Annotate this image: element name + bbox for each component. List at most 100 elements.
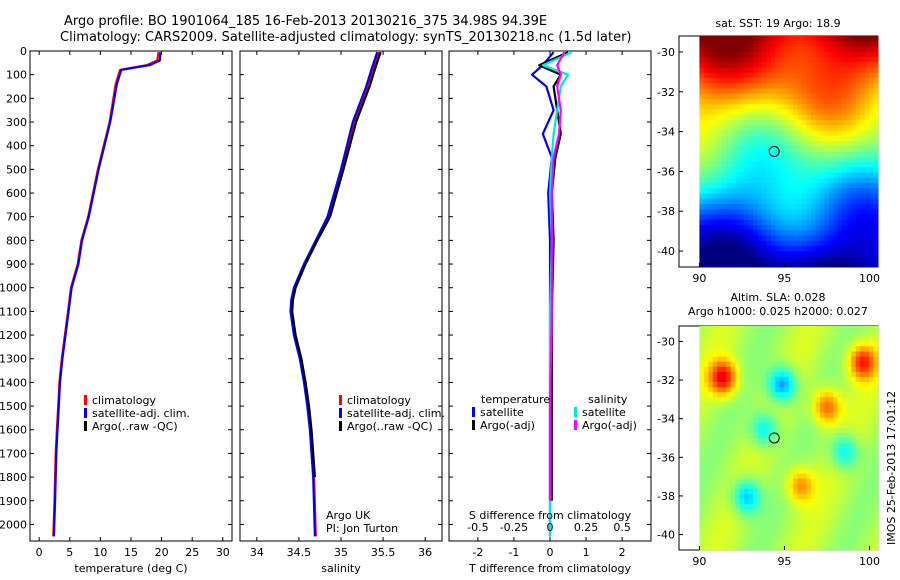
map-cell [833, 193, 839, 200]
map-cell [824, 225, 830, 231]
map-cell [717, 225, 723, 231]
map-cell [730, 458, 736, 464]
map-cell [873, 504, 879, 510]
map-cell [739, 183, 745, 189]
map-cell [752, 346, 758, 352]
map-cell [811, 251, 816, 257]
map-cell [708, 331, 714, 337]
map-cell [775, 162, 781, 168]
map-cell [766, 392, 772, 398]
map-cell [770, 78, 776, 84]
map-cell [699, 162, 705, 168]
map-cell [703, 209, 709, 215]
map-cell [846, 326, 852, 332]
tdiff-legend-swatch [472, 407, 475, 417]
map-cell [744, 156, 749, 163]
map-cell [757, 251, 763, 257]
map-cell [797, 109, 803, 116]
map-cell [775, 397, 781, 403]
map-cell [752, 392, 758, 398]
map-cell [748, 183, 754, 189]
map-cell [842, 509, 848, 515]
map-cell [806, 356, 812, 363]
map-cell [752, 198, 758, 205]
map-cell [828, 135, 834, 142]
map-cell [766, 188, 772, 194]
map-cell [708, 162, 714, 168]
map-cell [806, 72, 812, 79]
map-cell [855, 453, 861, 459]
map-cell [721, 41, 727, 47]
map-cell [779, 162, 785, 168]
map-cell [811, 524, 816, 531]
map-cell [708, 183, 714, 189]
map-cell [766, 51, 772, 58]
map-cell [744, 407, 749, 413]
map-cell [833, 204, 839, 210]
map-cell [819, 488, 825, 495]
map-cell [855, 407, 861, 413]
map-cell [873, 509, 879, 515]
map-cell [757, 397, 763, 403]
map-cell [842, 392, 848, 398]
map-cell [824, 387, 830, 393]
map-cell [761, 198, 767, 205]
map-cell [699, 130, 705, 137]
map-cell [837, 376, 843, 383]
map-cell [788, 93, 794, 100]
map-cell [869, 204, 874, 210]
map-cell [726, 361, 732, 368]
map-cell [703, 156, 709, 163]
map-cell [766, 36, 772, 42]
map-cell [744, 261, 749, 268]
map-cell [726, 36, 732, 42]
map-cell [775, 251, 781, 257]
map-cell [779, 539, 785, 546]
map-cell [721, 351, 727, 357]
map-cell [873, 453, 879, 459]
map-cell [833, 376, 839, 383]
map-cell [819, 172, 825, 179]
map-cell [721, 544, 727, 551]
map-cell [873, 120, 879, 126]
map-cell [770, 141, 776, 147]
map-cell [788, 509, 794, 515]
map-cell [873, 209, 879, 215]
map-cell [779, 99, 785, 105]
map-cell [851, 172, 857, 179]
map-cell [752, 438, 758, 444]
map-cell [851, 432, 857, 439]
map-cell [739, 209, 745, 215]
map-cell [864, 99, 870, 105]
map-cell [703, 141, 709, 147]
map-cell [819, 256, 825, 263]
map-cell [828, 412, 834, 419]
map-cell [864, 361, 870, 368]
map-cell [811, 356, 816, 363]
map-cell [735, 78, 740, 84]
map-cell [846, 524, 852, 531]
map-cell [752, 177, 758, 184]
map-cell [851, 146, 857, 152]
map-cell [712, 422, 718, 429]
map-cell [802, 438, 807, 444]
map-cell [793, 412, 799, 419]
map-cell [699, 93, 705, 100]
map-cell [873, 529, 879, 536]
map-cell [726, 468, 732, 475]
map-cell [752, 120, 758, 126]
map-cell [770, 438, 776, 444]
map-cell [846, 468, 852, 475]
map-cell [869, 356, 874, 363]
map-cell [873, 62, 879, 68]
map-cell [730, 504, 736, 510]
map-cell [748, 488, 754, 495]
map-cell [712, 392, 718, 398]
map-cell [703, 346, 709, 352]
map-cell [784, 483, 790, 490]
map-cell [833, 422, 839, 429]
map-cell [815, 146, 821, 152]
map-cell [837, 46, 843, 53]
map-cell [815, 230, 821, 236]
map-cell [703, 130, 709, 137]
